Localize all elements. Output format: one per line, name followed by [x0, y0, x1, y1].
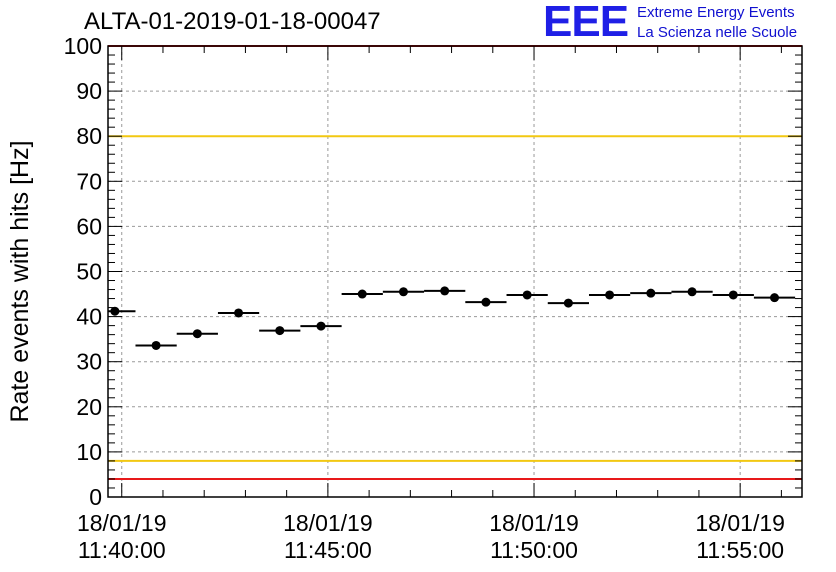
data-point: [192, 329, 202, 339]
data-point: [398, 287, 408, 297]
y-tick-label: 0: [89, 484, 102, 510]
logo-line-2: La Scienza nelle Scuole: [637, 24, 798, 41]
x-tick-time: 11:55:00: [696, 537, 784, 563]
x-tick-date: 18/01/19: [695, 510, 785, 536]
data-point: [522, 290, 532, 300]
eee-logo: EEE Extreme Energy Events La Scienza nel…: [543, 0, 833, 46]
data-point: [357, 289, 367, 299]
data-point: [646, 288, 656, 298]
data-point: [234, 308, 244, 318]
logo-mark: EEE: [543, 0, 629, 46]
y-tick-label: 30: [76, 349, 102, 375]
x-tick-date: 18/01/19: [489, 510, 579, 536]
y-tick-label: 90: [76, 78, 102, 104]
y-tick-label: 40: [76, 304, 102, 330]
y-tick-label: 80: [76, 123, 102, 149]
data-points: [108, 286, 796, 350]
x-tick-time: 11:50:00: [490, 537, 578, 563]
x-tick-date: 18/01/19: [283, 510, 373, 536]
x-tick-time: 11:40:00: [78, 537, 166, 563]
chart-title: ALTA-01-2019-01-18-00047: [84, 8, 381, 35]
y-tick-label: 60: [76, 213, 102, 239]
data-point: [316, 321, 326, 331]
data-point: [110, 306, 120, 316]
y-tick-label: 70: [76, 168, 102, 194]
y-axis-title: Rate events with hits [Hz]: [6, 140, 34, 422]
data-point: [563, 298, 573, 308]
y-tick-label: 10: [76, 439, 102, 465]
y-tick-label: 100: [64, 33, 102, 59]
grid: [108, 46, 802, 497]
data-point: [770, 293, 780, 303]
data-point: [275, 326, 285, 336]
axis-ticks: [108, 45, 802, 498]
y-tick-label: 20: [76, 394, 102, 420]
reference-lines: [108, 45, 802, 480]
axis-labels: 010203040506070809010018/01/1911:40:0018…: [64, 33, 785, 563]
y-tick-label: 50: [76, 259, 102, 285]
data-point: [481, 297, 491, 307]
data-point: [440, 286, 450, 296]
x-tick-date: 18/01/19: [77, 510, 167, 536]
data-point: [151, 340, 161, 350]
x-tick-time: 11:45:00: [284, 537, 372, 563]
data-point: [687, 287, 697, 297]
data-point: [605, 290, 615, 300]
logo-line-1: Extreme Energy Events: [637, 4, 795, 21]
data-point: [728, 290, 738, 300]
